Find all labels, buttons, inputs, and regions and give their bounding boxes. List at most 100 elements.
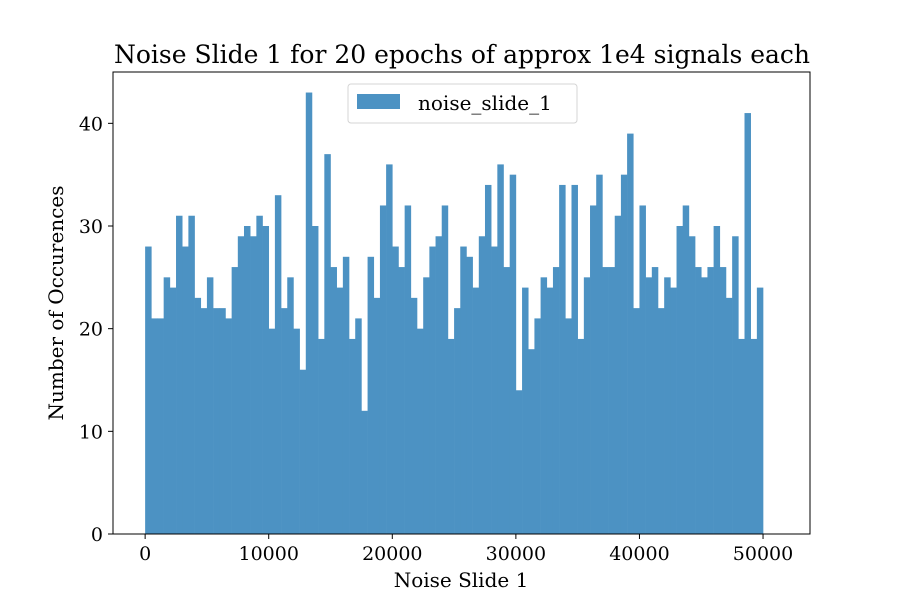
histogram-bar bbox=[738, 338, 745, 534]
y-axis-label: Number of Occurences bbox=[44, 186, 68, 421]
plot-frame bbox=[112, 71, 811, 535]
histogram-bar bbox=[657, 308, 665, 534]
histogram-bar bbox=[293, 328, 300, 534]
histogram-bar bbox=[429, 246, 436, 535]
histogram-bar bbox=[250, 236, 257, 534]
histogram-bar bbox=[243, 226, 251, 534]
y-tick-label: 0 bbox=[91, 524, 103, 546]
histogram-bar bbox=[417, 328, 424, 534]
histogram-bar bbox=[237, 236, 245, 534]
histogram-bar bbox=[596, 174, 603, 534]
histogram-bar bbox=[151, 318, 158, 534]
histogram-bar bbox=[639, 205, 646, 534]
histogram-bar bbox=[664, 277, 671, 534]
chart-title: Noise Slide 1 for 20 epochs of approx 1e… bbox=[114, 40, 810, 69]
histogram-bar bbox=[373, 297, 381, 534]
histogram-bar bbox=[169, 287, 177, 534]
histogram-bar bbox=[367, 256, 375, 534]
histogram-bar bbox=[497, 164, 504, 534]
bars-group bbox=[145, 92, 764, 535]
histogram-bar bbox=[318, 338, 325, 534]
histogram-bar bbox=[552, 267, 560, 534]
y-tick-label: 30 bbox=[79, 216, 103, 238]
y-tick-label: 40 bbox=[79, 113, 103, 135]
histogram-bar bbox=[670, 287, 677, 534]
histogram-bar bbox=[750, 338, 758, 534]
histogram-bar bbox=[182, 246, 189, 535]
histogram-bar bbox=[707, 267, 714, 534]
histogram-bar bbox=[522, 287, 529, 534]
histogram-bar bbox=[423, 277, 430, 534]
histogram-bar bbox=[645, 277, 653, 534]
histogram-bar bbox=[515, 390, 523, 534]
histogram-bar bbox=[719, 267, 727, 534]
x-tick-label: 10000 bbox=[238, 543, 298, 565]
histogram-bar bbox=[274, 195, 282, 534]
histogram-bar bbox=[472, 287, 480, 534]
histogram-bar bbox=[546, 287, 554, 534]
histogram-bar bbox=[163, 277, 171, 534]
histogram-bar bbox=[324, 154, 331, 534]
histogram-bar bbox=[157, 318, 164, 534]
histogram-bar bbox=[379, 205, 387, 534]
histogram-bar bbox=[410, 297, 418, 534]
histogram-bar bbox=[330, 267, 337, 534]
histogram-bar bbox=[256, 215, 263, 534]
histogram-bar bbox=[194, 297, 202, 534]
histogram-bar bbox=[565, 318, 572, 534]
histogram-bar bbox=[188, 215, 195, 534]
legend-swatch bbox=[357, 94, 400, 109]
x-tick-label: 20000 bbox=[362, 543, 422, 565]
histogram-bar bbox=[225, 318, 232, 534]
histogram-bar bbox=[404, 205, 412, 534]
histogram-bar bbox=[342, 256, 350, 534]
histogram-bar bbox=[756, 287, 764, 534]
histogram-bar bbox=[744, 113, 751, 535]
histogram-bar bbox=[398, 267, 405, 534]
histogram-bar bbox=[528, 349, 535, 534]
histogram-bar bbox=[213, 308, 220, 534]
histogram-bar bbox=[651, 267, 659, 534]
histogram-bar bbox=[732, 236, 739, 534]
histogram-bar bbox=[392, 246, 399, 535]
histogram-bar bbox=[336, 287, 344, 534]
histogram-bar bbox=[571, 184, 578, 534]
histogram-bar bbox=[262, 226, 270, 534]
histogram-bar bbox=[206, 277, 214, 534]
histogram-bar bbox=[534, 318, 541, 534]
x-tick-label: 40000 bbox=[609, 543, 669, 565]
histogram-bar bbox=[441, 205, 449, 534]
histogram-bar bbox=[435, 236, 443, 534]
histogram-bar bbox=[608, 267, 616, 534]
y-tick-label: 10 bbox=[79, 421, 103, 443]
histogram-bar bbox=[509, 174, 517, 534]
legend: noise_slide_1 bbox=[347, 83, 578, 124]
histogram-bar bbox=[287, 277, 294, 534]
histogram-bar bbox=[355, 318, 362, 534]
histogram-bar bbox=[559, 184, 566, 534]
histogram-bar bbox=[484, 184, 492, 534]
histogram-bar bbox=[361, 410, 368, 534]
histogram-bar bbox=[688, 236, 696, 534]
histogram-bar bbox=[725, 297, 733, 534]
histogram-bar bbox=[614, 215, 622, 534]
y-tick-label: 20 bbox=[79, 319, 103, 341]
histogram-bar bbox=[219, 308, 226, 534]
histogram-bar bbox=[713, 226, 721, 534]
legend-label: noise_slide_1 bbox=[418, 91, 552, 115]
histogram-bar bbox=[176, 215, 183, 534]
histogram-bar bbox=[454, 308, 461, 534]
histogram-bar bbox=[602, 267, 609, 534]
x-tick-label: 50000 bbox=[733, 543, 793, 565]
histogram-bar bbox=[200, 308, 208, 534]
histogram-bar bbox=[583, 277, 591, 534]
histogram-bar bbox=[478, 236, 486, 534]
histogram-bar bbox=[503, 267, 510, 534]
histogram-bar bbox=[695, 267, 702, 534]
histogram-bar bbox=[305, 92, 313, 535]
histogram-bar bbox=[627, 133, 634, 534]
x-tick-label: 0 bbox=[139, 543, 151, 565]
histogram-bar bbox=[281, 308, 288, 534]
x-axis-ticks: 0 10000 20000 30000 40000 50000 bbox=[139, 534, 793, 565]
